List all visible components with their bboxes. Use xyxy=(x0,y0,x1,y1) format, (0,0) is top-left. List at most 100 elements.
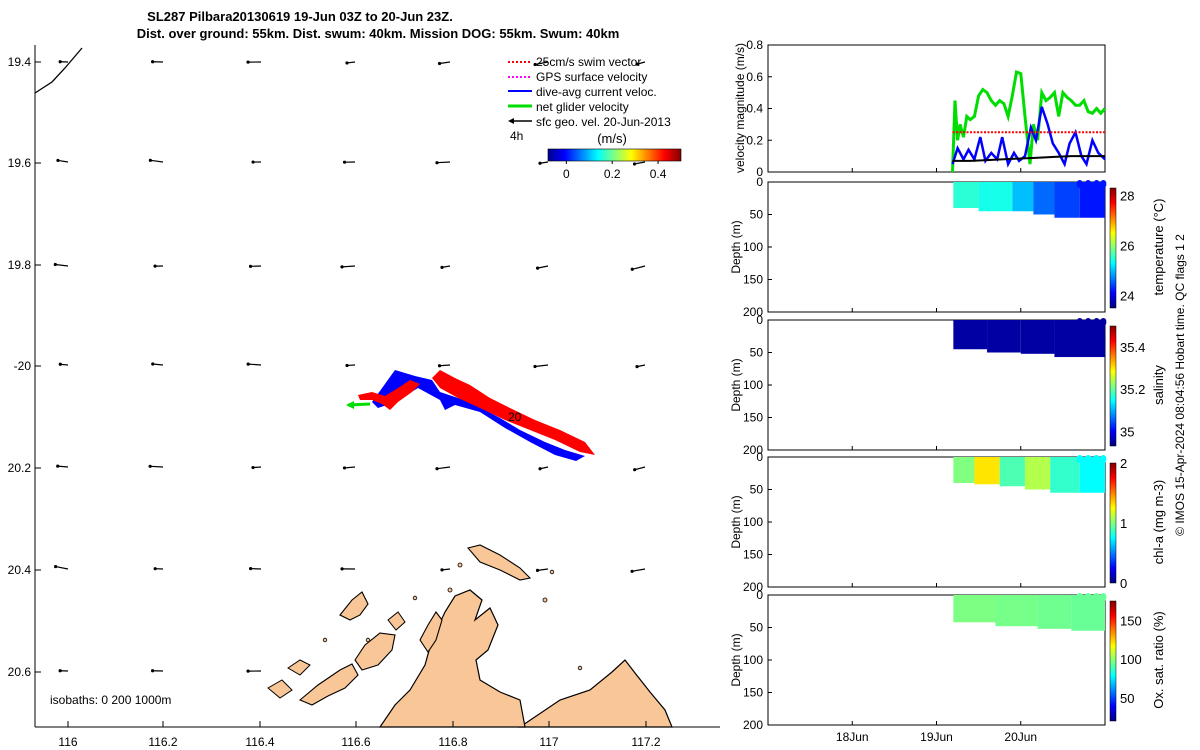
isobaths-label: isobaths: 0 200 1000m xyxy=(50,693,171,707)
colorbar-label: Ox. sat. ratio (%) xyxy=(1151,611,1166,709)
surface-velocity-arrowhead xyxy=(437,61,442,66)
depth-tick-label: 50 xyxy=(750,483,764,497)
surface-velocity-arrow xyxy=(534,61,549,66)
map-y-tick-label: 19.8 xyxy=(8,258,32,272)
colorbar-label: chl-a (mg m-3) xyxy=(1151,480,1166,565)
colorbar-tick-label: 26 xyxy=(1120,239,1134,254)
series-line-sfc xyxy=(952,155,1105,162)
map-x-tick-label: 116.2 xyxy=(148,735,177,749)
profile-top-bump xyxy=(1085,455,1092,463)
colorbar-unit: (m/s) xyxy=(597,131,627,146)
surface-velocity-arrowhead xyxy=(148,464,152,468)
surface-velocity-arrowhead xyxy=(538,161,542,165)
surface-velocity-arrowhead xyxy=(153,567,157,571)
islet xyxy=(549,569,555,575)
profile-top-bump xyxy=(1093,318,1100,326)
map-panel: SL287 Pilbara20130619 19-Jun 03Z to 20-J… xyxy=(8,9,720,749)
depth-tick-label: 200 xyxy=(743,718,763,732)
surface-velocity-arrowhead xyxy=(251,465,255,470)
profile-panel-temperature: 0 50 100 150 200 Depth (m) 24 26 28 temperature (… xyxy=(729,175,1166,319)
profile-data-segment xyxy=(995,595,1038,627)
island-a xyxy=(298,663,359,706)
profile-data-segment xyxy=(1037,595,1072,629)
legend-label-swim: 25cm/s swim vector xyxy=(536,55,641,69)
map-legend: 25cm/s swim vector GPS surface velocity … xyxy=(508,55,682,181)
surface-velocity-arrowhead xyxy=(635,62,639,66)
swim-vectors-east xyxy=(432,370,595,455)
islet xyxy=(542,597,548,603)
surface-velocity-arrowhead xyxy=(151,362,155,366)
velocity-series xyxy=(951,69,1107,173)
profile-data-segment xyxy=(1012,182,1034,212)
profile-data-segment xyxy=(999,457,1025,487)
map-y-tick-label: 19.6 xyxy=(8,156,32,170)
depth-tick-label: 150 xyxy=(743,411,763,425)
surface-velocity-arrow xyxy=(341,265,356,268)
depth-tick-label: 50 xyxy=(750,208,764,222)
depth-tick-label: 200 xyxy=(743,580,763,594)
islet xyxy=(457,562,463,568)
island-b xyxy=(339,591,369,621)
map-x-tick-label: 117.2 xyxy=(631,735,660,749)
surface-velocity-arrowhead xyxy=(440,265,444,269)
map-y-tick-label: 20.2 xyxy=(8,461,32,475)
velocity-y-tick-label: 0.2 xyxy=(746,133,763,147)
surface-velocity-arrowhead xyxy=(246,60,250,64)
time-axis: 18Jun 19Jun 20Jun xyxy=(836,730,1037,744)
map-colorbar-tick-label: 0.4 xyxy=(650,167,667,181)
profile-data-segment xyxy=(1033,182,1055,215)
profile-data-segment xyxy=(1024,457,1051,490)
profile-top-bump xyxy=(1076,180,1083,188)
surface-velocity-arrow xyxy=(537,265,549,269)
depth-tick-label: 50 xyxy=(750,346,764,360)
island-g xyxy=(267,679,293,699)
map-x-tick-label: 116 xyxy=(58,735,77,749)
surface-velocity-arrowhead xyxy=(535,266,540,270)
surface-velocity-arrowhead xyxy=(342,466,347,470)
depth-tick-label: 200 xyxy=(743,443,763,457)
profile-top-bump xyxy=(1093,180,1100,188)
surface-velocity-arrowhead xyxy=(56,464,60,468)
map-x-tick-label: 116.8 xyxy=(438,735,467,749)
surface-velocity-arrow xyxy=(57,465,69,468)
surface-velocity-arrow xyxy=(436,161,451,164)
surface-velocity-arrowhead xyxy=(153,264,157,268)
profile-data-segment xyxy=(978,182,1013,212)
colorbar-tick-label: 100 xyxy=(1120,652,1142,667)
profile-colorbar xyxy=(1109,187,1117,309)
surface-velocity-arrowhead xyxy=(533,62,537,67)
map-y-tick-label: 20.6 xyxy=(8,665,32,679)
velocity-y-tick-label: 0.8 xyxy=(746,38,763,52)
map-y-tick-label: 20.4 xyxy=(8,563,32,577)
map-y-tick-label: -20 xyxy=(14,359,32,373)
profile-top-bump xyxy=(1093,593,1100,601)
profile-top-bump xyxy=(1085,180,1092,188)
surface-velocity-arrowhead xyxy=(345,61,349,65)
surface-velocity-arrowhead xyxy=(437,364,442,368)
depth-tick-label: 100 xyxy=(743,653,763,667)
profile-data-segment xyxy=(953,457,975,483)
surface-velocity-arrowhead xyxy=(632,162,637,166)
copyright-note: © IMOS 15-Apr-2024 08:04:56 Hobart time.… xyxy=(1173,234,1187,536)
profile-top-bump xyxy=(1076,318,1083,326)
velocity-panel: velocity magnitude (m/s) 0 0.2 0.4 0.6 0.8 xyxy=(733,38,1107,179)
profile-colorbar xyxy=(1109,462,1117,584)
surface-velocity-arrowhead xyxy=(630,569,634,573)
land-mainland-east xyxy=(518,659,673,728)
profile-data-segment xyxy=(953,320,988,350)
colorbar-label: temperature (°C) xyxy=(1151,199,1166,296)
surface-velocity-arrow xyxy=(436,466,451,470)
profile-ylabel: Depth (m) xyxy=(729,358,743,411)
profile-top-bump xyxy=(1100,455,1107,463)
depth-tick-label: 150 xyxy=(743,548,763,562)
profile-data-segment xyxy=(1079,457,1105,493)
title-line-1: SL287 Pilbara20130619 19-Jun 03Z to 20-J… xyxy=(147,9,453,24)
surface-velocity-arrowhead xyxy=(435,161,439,165)
map-ticks: 116 116.2 116.4 116.6 116.8 117 117.2 19.4 19.6 1… xyxy=(8,55,661,749)
surface-velocity-arrowhead xyxy=(53,262,57,267)
profile-data-segment xyxy=(1054,320,1105,358)
surface-velocity-arrowhead xyxy=(54,564,58,569)
surface-velocity-arrow xyxy=(634,466,646,471)
surface-velocity-vectors xyxy=(53,60,646,673)
legend-swatch-sfc-head xyxy=(508,118,514,124)
